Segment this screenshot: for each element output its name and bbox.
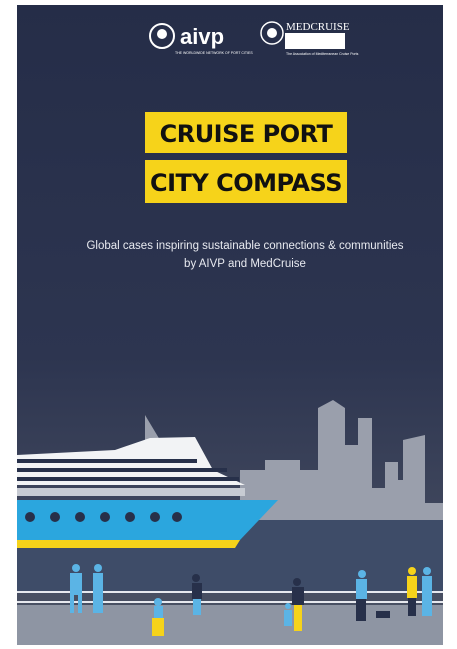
- illustration-shape: [157, 29, 167, 39]
- illustration-shape: [154, 606, 163, 618]
- illustration-shape: [284, 603, 292, 626]
- illustration-shape: [408, 598, 416, 616]
- illustration-shape: [78, 595, 82, 613]
- illustration-shape: [70, 595, 74, 613]
- illustration-shape: [94, 564, 102, 572]
- illustration-shape: [422, 576, 432, 616]
- illustration-shape: [356, 599, 366, 621]
- illustration-shape: [72, 564, 80, 572]
- railing: [17, 591, 443, 603]
- illustration-shape: [17, 459, 197, 463]
- illustration-shape: [292, 578, 304, 605]
- illustration-shape: [149, 23, 175, 49]
- illustration-shape: [356, 579, 367, 599]
- title-line: CITY COMPASS: [150, 169, 342, 197]
- illustration-shape: [25, 512, 35, 522]
- illustration-shape: [407, 576, 417, 598]
- illustration-shape: [192, 574, 202, 599]
- aivp-tagline: THE WORLDWIDE NETWORK OF PORT CITIES: [175, 51, 253, 55]
- illustration-shape: [408, 567, 416, 575]
- title-box: [145, 160, 347, 203]
- illustration-shape: [75, 512, 85, 522]
- illustration-shape: [407, 567, 417, 598]
- illustration-shape: [17, 500, 278, 540]
- illustration-shape: [93, 564, 103, 613]
- illustration-shape: [260, 21, 284, 45]
- illustration-shape: [70, 564, 82, 613]
- illustration-shape: [50, 512, 60, 522]
- illustration-shape: [154, 598, 201, 618]
- illustration-shape: [294, 605, 302, 631]
- cruise-ship: [17, 437, 278, 548]
- illustration-shape: [172, 512, 182, 522]
- illustration-shape: [358, 570, 366, 578]
- title-box: [145, 112, 347, 153]
- illustration-shape: [25, 512, 182, 522]
- medcruise-name: MEDCRUISE: [286, 21, 350, 33]
- medcruise-logo: MEDCRUISE The Association of Mediterrane…: [260, 21, 359, 56]
- illustration-shape: [376, 611, 390, 618]
- illustration-shape: [17, 468, 227, 472]
- people: [70, 564, 432, 636]
- illustration-shape: [423, 567, 431, 575]
- subtitle-line: Global cases inspiring sustainable conne…: [86, 240, 403, 252]
- illustration-shape: [293, 578, 301, 586]
- illustration-shape: [17, 488, 245, 496]
- illustration-shape: [17, 477, 239, 481]
- illustration-shape: [100, 512, 110, 522]
- illustration-shape: [154, 598, 162, 606]
- illustration-shape: [93, 573, 103, 613]
- illustration-shape: [285, 603, 291, 609]
- illustration-shape: [17, 540, 240, 548]
- illustration-shape: [292, 587, 304, 605]
- aivp-name: aivp: [180, 24, 224, 49]
- city-skyline: [145, 400, 443, 525]
- illustration-shape: [125, 512, 135, 522]
- illustration-shape: [150, 512, 160, 522]
- illustration-shape: [152, 618, 164, 636]
- medcruise-tagline: The Association of Mediterranean Cruise …: [286, 52, 359, 56]
- illustration-shape: [422, 567, 432, 616]
- illustration-shape: [70, 573, 82, 595]
- aivp-logo: aivp THE WORLDWIDE NETWORK OF PORT CITIE…: [149, 23, 253, 55]
- illustration-shape: [193, 599, 201, 615]
- promenade: [17, 605, 443, 645]
- illustration-shape: [192, 574, 200, 582]
- title-line: CRUISE PORT: [160, 120, 334, 148]
- illustration-shape: [284, 610, 292, 626]
- medcruise-box: [285, 33, 345, 49]
- subtitle-line: by AIVP and MedCruise: [184, 258, 306, 270]
- illustration-shape: [356, 570, 367, 599]
- illustration-shape: [267, 28, 277, 38]
- illustration-shape: [192, 583, 202, 599]
